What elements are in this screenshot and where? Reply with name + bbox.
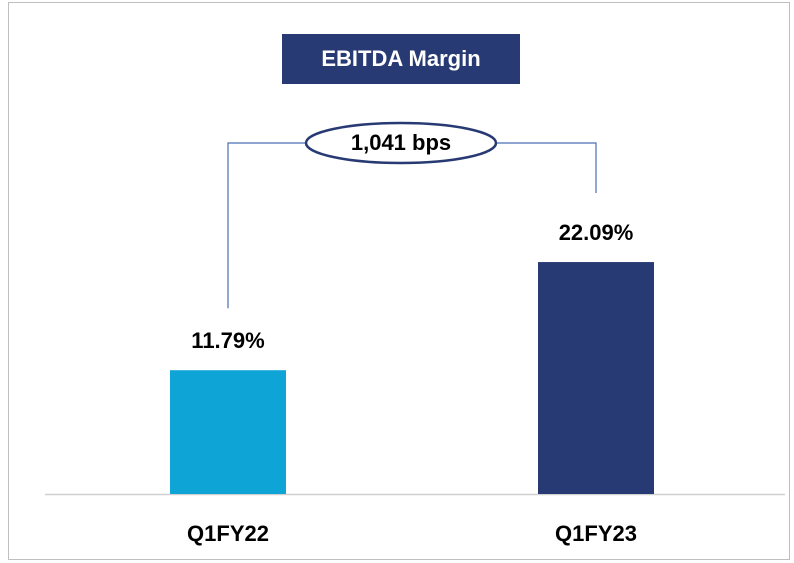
title-box — [282, 34, 520, 84]
x-tick-label: Q1FY23 — [555, 521, 637, 546]
chart-border — [8, 2, 790, 560]
annotation-ellipse — [304, 121, 498, 165]
data-label: 22.09% — [559, 220, 634, 245]
chart-title: EBITDA Margin — [321, 46, 480, 71]
data-label: 11.79% — [191, 328, 264, 353]
bar — [538, 262, 654, 494]
annotation: 1,041 bps — [351, 130, 451, 155]
bar — [170, 370, 286, 494]
x-tick-label: Q1FY22 — [187, 521, 269, 546]
